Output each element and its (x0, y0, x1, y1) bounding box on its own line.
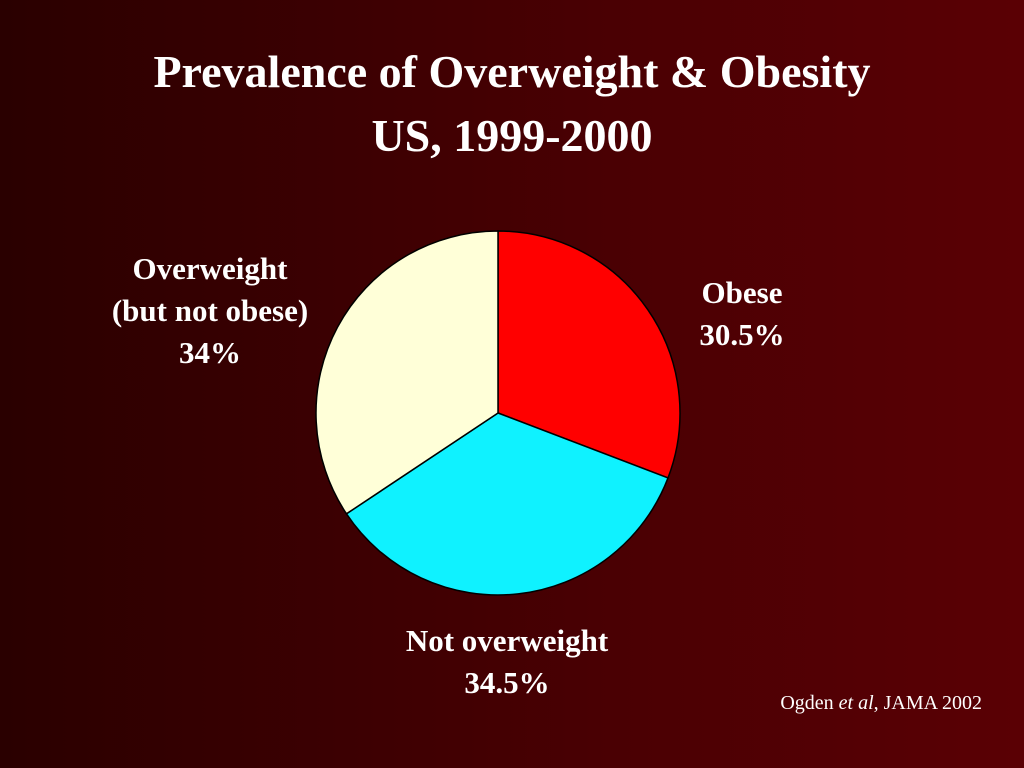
slice-label-obese-name: Obese (701, 275, 783, 310)
citation-rest: , JAMA 2002 (873, 692, 982, 714)
pie-slice-obese (497, 230, 681, 479)
citation-et-al: et al (838, 692, 874, 714)
slice-label-obese-value: 30.5% (699, 317, 785, 352)
slice-label-overweight: Overweight (but not obese) 34% (112, 248, 308, 374)
pie-slice-overweight (315, 230, 499, 515)
chart-subtitle: US, 1999-2000 (371, 110, 653, 161)
slice-label-not-overweight-name: Not overweight (405, 623, 609, 658)
citation: Ogden et al, JAMA 2002 (780, 692, 982, 715)
pie-slice-not-overweight (345, 412, 669, 596)
slice-label-obese: Obese 30.5% (699, 272, 784, 356)
chart-title: Prevalence of Overweight & Obesity (153, 46, 871, 97)
slice-label-overweight-name: Overweight (132, 251, 288, 286)
slice-label-not-overweight: Not overweight 34.5% (406, 620, 608, 704)
slice-label-overweight-sublabel: (but not obese) (111, 293, 309, 328)
chart-title-block: Prevalence of Overweight & Obesity US, 1… (0, 40, 1024, 168)
slice-label-overweight-value: 34% (179, 335, 241, 370)
slice-label-not-overweight-value: 34.5% (464, 665, 550, 700)
citation-author: Ogden (780, 692, 839, 714)
